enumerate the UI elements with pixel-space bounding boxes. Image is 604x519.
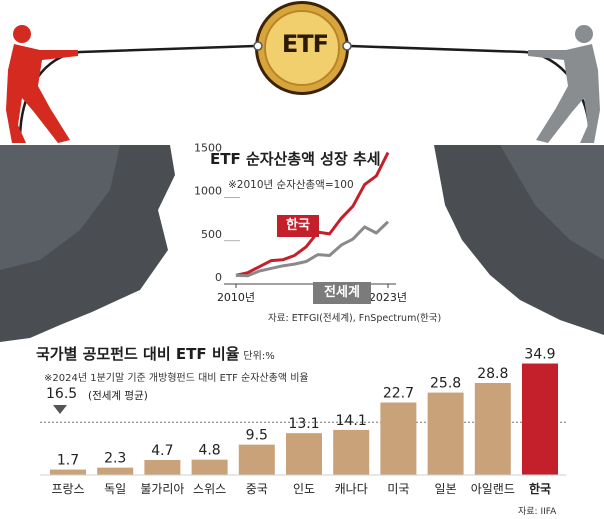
bar-chart-title-text: 국가별 공모펀드 대비 ETF 비율: [36, 345, 240, 363]
bar: [427, 392, 464, 475]
world-series-label: 전세계: [313, 282, 371, 304]
average-value: 16.5: [46, 386, 78, 402]
bar-value-label: 2.3: [104, 451, 126, 467]
x-tick-label: 2023년: [369, 291, 407, 304]
bar: [191, 459, 228, 475]
bar: [144, 459, 181, 475]
right-cliff-shade: [500, 145, 604, 260]
bar-category-label: 인도: [293, 482, 315, 496]
grey-figure: [528, 25, 600, 143]
line-chart-title: ETF 순자산총액 성장 추세: [210, 150, 381, 168]
bar-category-label: 캐나다: [335, 482, 368, 496]
bar-chart-note: ※2024년 1분기말 기준 개방형펀드 대비 ETF 순자산총액 비율: [44, 373, 309, 384]
bar-category-label: 일본: [435, 482, 457, 496]
line-chart-source: 자료: ETFGI(전세계), FnSpectrum(한국): [268, 313, 442, 324]
bar-chart: 1.7 프랑스 2.3 독일 4.7 불가리아 4.8 스위스 9.5 중국 13.1 인도 14.1 캐…: [40, 347, 566, 496]
red-figure: [6, 25, 78, 143]
bar-value-label: 1.7: [57, 453, 79, 469]
y-tick-label: 0: [215, 271, 222, 284]
bar: [474, 383, 511, 475]
korea-series-line: [235, 151, 390, 277]
bar-chart-unit: 단위:%: [243, 351, 275, 362]
bar-value-label: 28.8: [477, 366, 508, 382]
bar-category-label: 독일: [104, 482, 126, 496]
average-marker: [53, 405, 67, 414]
korea-series-label: 한국: [277, 215, 319, 237]
bar-chart-source: 자료: IIFA: [518, 507, 557, 517]
bar-category-label: 아일랜드: [471, 482, 515, 496]
y-tick-label: 1000: [194, 185, 222, 198]
bar: [333, 429, 370, 475]
world-series-line: [235, 220, 390, 278]
bar-chart-title: 국가별 공모펀드 대비 ETF 비율 단위:%: [36, 343, 275, 364]
bar: [97, 467, 134, 475]
bar: [50, 469, 86, 475]
bar-category-label: 불가리아: [140, 482, 184, 496]
bar-value-label: 25.8: [430, 376, 461, 392]
bar-category-label: 미국: [387, 482, 409, 496]
y-tick-label: 1500: [194, 141, 222, 154]
left-cliff-shade: [0, 145, 120, 270]
etf-coin: [253, 1, 352, 95]
bar-value-label: 22.7: [383, 385, 414, 401]
line-chart-note: ※2010년 순자산총액=100: [228, 179, 354, 191]
bar-value-label: 34.9: [524, 347, 555, 363]
bar: [286, 433, 322, 475]
bar-category-label: 프랑스: [51, 482, 84, 496]
bar-value-label: 9.5: [246, 428, 268, 444]
average-label: (전세계 평균): [88, 390, 148, 402]
bar-value-label: 14.1: [336, 413, 367, 429]
bar: [522, 363, 558, 475]
x-tick-label: 2010년: [217, 291, 255, 304]
bar-value-label: 4.7: [151, 443, 173, 459]
y-tick-label: 500: [201, 228, 222, 241]
bar-value-label: 4.8: [198, 443, 220, 459]
bar-value-label: 13.1: [288, 416, 319, 432]
bar: [380, 402, 417, 475]
bar-category-label: 한국: [529, 481, 551, 496]
bar-category-label: 중국: [246, 482, 268, 496]
etf-badge-label: ETF: [281, 30, 329, 58]
bar: [238, 444, 275, 475]
bar-category-label: 스위스: [193, 482, 226, 496]
